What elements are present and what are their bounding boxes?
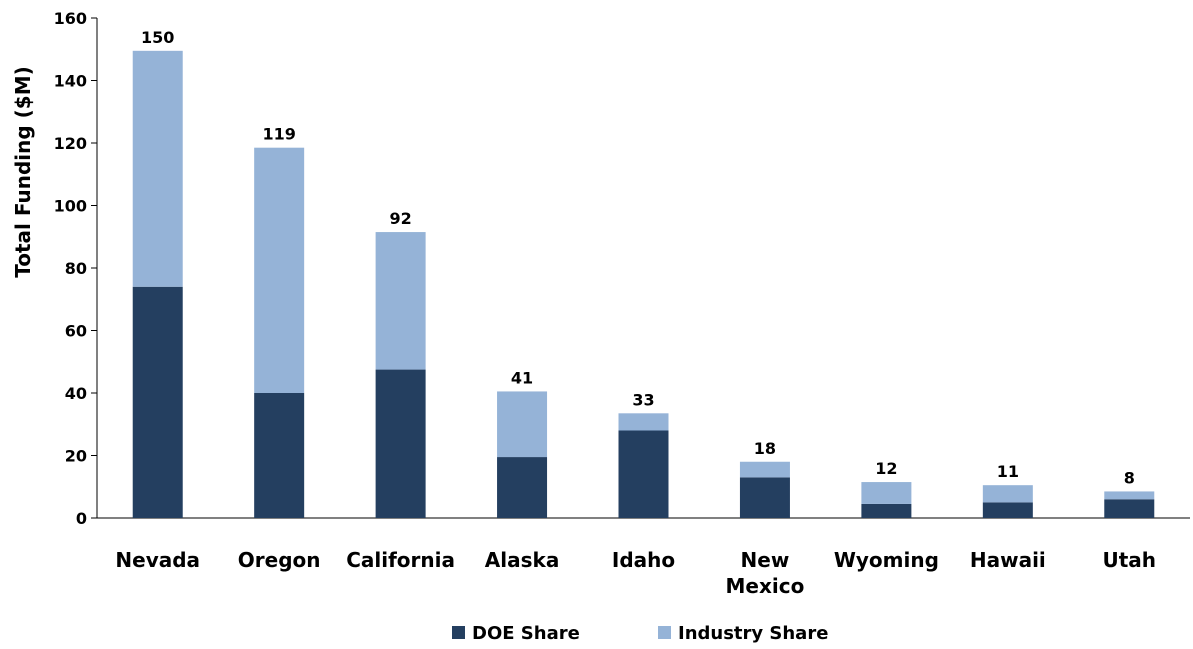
total-data-label: 11 (997, 462, 1019, 481)
y-tick-label: 120 (54, 134, 87, 153)
y-axis-title: Total Funding ($M) (11, 66, 35, 278)
category-label: Oregon (238, 548, 321, 572)
bar-industry-share (132, 50, 183, 287)
legend-swatch (658, 626, 671, 639)
total-data-label: 92 (389, 209, 411, 228)
bar-industry-share (254, 147, 305, 393)
total-data-label: 8 (1124, 468, 1135, 487)
category-label: Nevada (115, 548, 200, 572)
bar-doe-share (739, 477, 790, 518)
bar-doe-share (861, 503, 912, 518)
total-data-label: 18 (754, 439, 776, 458)
bar-industry-share (375, 232, 426, 370)
bar-industry-share (982, 485, 1033, 503)
bar-industry-share (497, 391, 548, 458)
y-tick-label: 0 (76, 509, 87, 528)
category-label: Alaska (485, 548, 560, 572)
category-labels: Nevada Oregon California Alaska Idaho New Mexi… (115, 548, 1156, 598)
y-tick-label: 40 (65, 384, 87, 403)
legend-label: DOE Share (472, 623, 580, 644)
y-tick-label: 100 (54, 197, 87, 216)
category-label: Idaho (612, 548, 675, 572)
bar-doe-share (1104, 499, 1155, 518)
bar-doe-share (375, 369, 426, 518)
data-labels: 150 119 92 41 33 18 12 11 8 (141, 28, 1135, 488)
bar-doe-share (497, 457, 548, 518)
total-data-label: 41 (511, 368, 533, 387)
total-data-label: 33 (632, 390, 654, 409)
y-tick-label: 160 (54, 9, 87, 28)
category-label: New Mexico (726, 548, 805, 598)
bar-industry-share (1104, 491, 1155, 500)
bar-doe-share (132, 286, 183, 518)
total-data-label: 12 (875, 459, 897, 478)
category-label: Wyoming (834, 548, 939, 572)
total-data-label: 119 (262, 125, 295, 144)
y-tick-label: 60 (65, 322, 87, 341)
category-label: Utah (1103, 548, 1157, 572)
bars (132, 50, 1155, 518)
bar-doe-share (254, 393, 305, 518)
total-data-label: 150 (141, 28, 174, 47)
bar-industry-share (618, 413, 669, 431)
y-tick-label: 80 (65, 259, 87, 278)
bar-industry-share (739, 461, 790, 478)
bar-doe-share (618, 430, 669, 518)
legend-swatch (452, 626, 465, 639)
legend: DOE Share Industry Share (452, 623, 828, 644)
category-label: California (346, 548, 455, 572)
bar-doe-share (982, 502, 1033, 518)
y-tick-label: 140 (54, 72, 87, 91)
legend-label: Industry Share (678, 623, 828, 644)
category-label: Hawaii (970, 548, 1046, 572)
bar-industry-share (861, 482, 912, 504)
y-tick-label: 20 (65, 447, 87, 466)
